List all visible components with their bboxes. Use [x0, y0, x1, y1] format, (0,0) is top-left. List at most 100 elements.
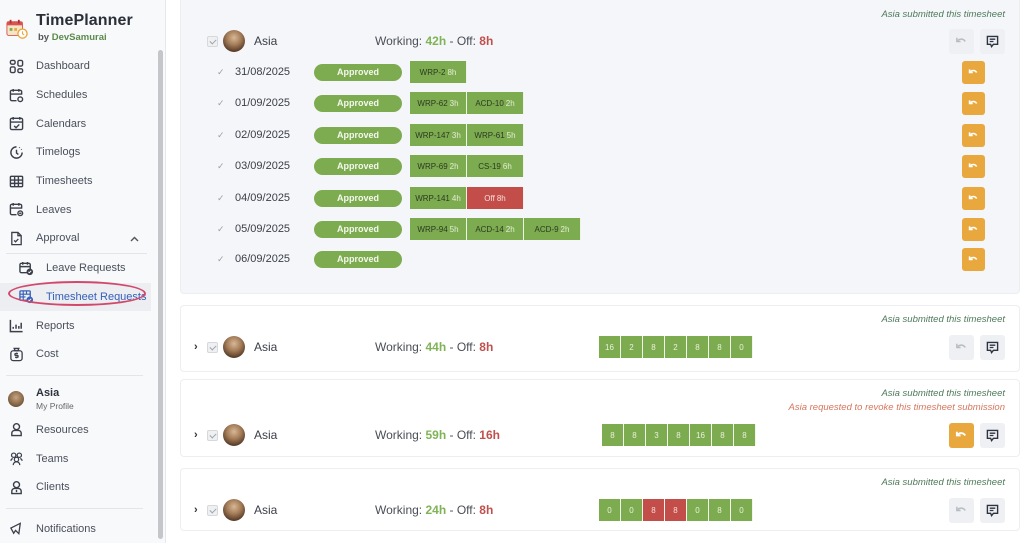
- undo-icon: [968, 225, 978, 230]
- task-chip[interactable]: WRP-61 5h: [467, 124, 524, 146]
- main-nav: Dashboard Schedules Calendars Timelogs T…: [0, 52, 165, 253]
- task-chip[interactable]: WRP-62 3h: [410, 92, 467, 114]
- day-cell: 16: [599, 336, 621, 358]
- select-checkbox[interactable]: [207, 429, 218, 441]
- chevron-up-icon[interactable]: [130, 233, 139, 245]
- task-key: WRP-147: [415, 130, 450, 140]
- sidebar-item-notifications[interactable]: Notifications: [0, 515, 165, 543]
- sidebar-item-resources[interactable]: Resources: [0, 416, 165, 445]
- sidebar-item-timesheets[interactable]: Timesheets: [0, 167, 165, 196]
- avatar: [223, 499, 245, 521]
- day-cell: 8: [602, 424, 624, 446]
- undo-icon: [956, 506, 966, 511]
- task-key: ACD-10: [475, 98, 504, 108]
- off-label: - Off:: [446, 428, 480, 442]
- revoke-day-button[interactable]: [962, 91, 985, 115]
- brand[interactable]: TimePlanner by DevSamurai: [0, 0, 165, 52]
- nav-bottom: Notifications: [0, 515, 165, 543]
- timesheet-card: Asia submitted this timesheet Asia Worki…: [180, 0, 1020, 294]
- day-cell: 2: [621, 336, 643, 358]
- comment-button[interactable]: [980, 497, 1005, 523]
- day-date: 05/09/2025: [235, 223, 291, 235]
- task-chip[interactable]: ACD-14 2h: [467, 218, 524, 240]
- client-icon: [8, 479, 24, 495]
- revoke-button[interactable]: [949, 334, 974, 360]
- revoke-day-button[interactable]: [962, 123, 985, 147]
- byline-prefix: by: [38, 32, 52, 43]
- day-cell: 8: [624, 424, 646, 446]
- revoke-day-button[interactable]: [962, 60, 985, 84]
- task-chip[interactable]: ACD-10 2h: [467, 92, 524, 114]
- task-chip[interactable]: WRP-69 2h: [410, 155, 467, 177]
- select-checkbox[interactable]: [207, 341, 218, 353]
- working-label: Working:: [375, 428, 426, 442]
- revoke-day-button[interactable]: [962, 217, 985, 241]
- task-chip[interactable]: ACD-9 2h: [524, 218, 581, 240]
- sidebar-item-calendars[interactable]: Calendars: [0, 109, 165, 138]
- timesheet-card: Asia submitted this timesheet Asia reque…: [180, 379, 1020, 457]
- undo-icon: [968, 194, 978, 199]
- sidebar-item-approval[interactable]: Approval: [0, 224, 165, 253]
- chevron-right-icon[interactable]: ›: [194, 504, 198, 516]
- off-hours: 16h: [479, 428, 500, 442]
- task-chip[interactable]: CS-19 6h: [467, 155, 524, 177]
- sidebar-item-dashboard[interactable]: Dashboard: [0, 52, 165, 81]
- day-cell: 0: [687, 499, 709, 521]
- sidebar-item-label: Calendars: [36, 117, 87, 130]
- sidebar-item-timelogs[interactable]: Timelogs: [0, 138, 165, 167]
- task-hours: 5h: [449, 224, 459, 234]
- off-hours: 8h: [479, 503, 494, 517]
- sidebar-item-schedules[interactable]: Schedules: [0, 81, 165, 110]
- working-hours: 24h: [425, 503, 447, 517]
- check-icon: ✓: [217, 192, 225, 203]
- revoke-button[interactable]: [949, 422, 974, 448]
- sidebar-item-timesheet-requests[interactable]: Timesheet Requests: [0, 282, 151, 312]
- select-checkbox[interactable]: [207, 35, 218, 47]
- task-list: WRP-69 2h CS-19 6h: [410, 155, 524, 177]
- sidebar-item-leave-requests[interactable]: Leave Requests: [0, 254, 165, 283]
- revoke-day-button[interactable]: [962, 186, 985, 210]
- profile-name: Asia: [36, 386, 60, 399]
- sidebar-item-reports[interactable]: Reports: [0, 311, 165, 340]
- task-hours: 6h: [502, 161, 512, 171]
- day-cell-off: 8: [665, 499, 687, 521]
- undo-icon: [968, 68, 978, 73]
- task-list: WRP-141 4h Off 8h: [410, 187, 524, 209]
- working-hours: 44h: [425, 340, 447, 354]
- submitted-note: Asia submitted this timesheet: [881, 477, 1005, 488]
- working-label: Working:: [375, 340, 426, 354]
- day-cell: 3: [646, 424, 668, 446]
- revoke-day-button[interactable]: [962, 154, 985, 178]
- chevron-right-icon[interactable]: ›: [194, 341, 198, 353]
- task-chip[interactable]: WRP-141 4h: [410, 187, 467, 209]
- task-list: WRP-147 3h WRP-61 5h: [410, 124, 524, 146]
- app-title: TimePlanner: [36, 12, 133, 29]
- task-chip[interactable]: WRP-94 5h: [410, 218, 467, 240]
- sidebar-item-leaves[interactable]: Leaves: [0, 195, 165, 224]
- task-key: WRP-141: [415, 193, 450, 203]
- sidebar-item-label: Schedules: [36, 89, 88, 102]
- sidebar-item-clients[interactable]: Clients: [0, 473, 165, 502]
- sidebar-item-cost[interactable]: Cost: [0, 340, 165, 369]
- select-checkbox[interactable]: [207, 504, 218, 516]
- sidebar-item-label: Timesheets: [36, 175, 93, 188]
- sidebar-scrollbar[interactable]: [158, 50, 163, 539]
- revoke-button[interactable]: [949, 497, 974, 523]
- task-chip[interactable]: WRP-147 3h: [410, 124, 467, 146]
- comment-button[interactable]: [980, 334, 1005, 360]
- comment-button[interactable]: [980, 422, 1005, 448]
- check-icon: ✓: [217, 253, 225, 264]
- day-row: ✓ 02/09/2025 Approved WRP-147 3h WRP-61 5h: [181, 123, 1019, 147]
- off-chip[interactable]: Off 8h: [467, 187, 524, 209]
- comment-button[interactable]: [980, 28, 1005, 54]
- bar-chart-icon: [8, 318, 24, 334]
- day-row: ✓ 04/09/2025 Approved WRP-141 4h Off 8h: [181, 186, 1019, 210]
- day-cell: 8: [712, 424, 734, 446]
- chevron-right-icon[interactable]: ›: [194, 429, 198, 441]
- task-chip[interactable]: WRP-2 8h: [410, 61, 467, 83]
- profile-link[interactable]: Asia My Profile: [0, 380, 165, 416]
- revoke-day-button[interactable]: [962, 247, 985, 271]
- sidebar-item-teams[interactable]: Teams: [0, 444, 165, 473]
- revoke-button[interactable]: [949, 28, 974, 54]
- task-hours: 4h: [451, 193, 461, 203]
